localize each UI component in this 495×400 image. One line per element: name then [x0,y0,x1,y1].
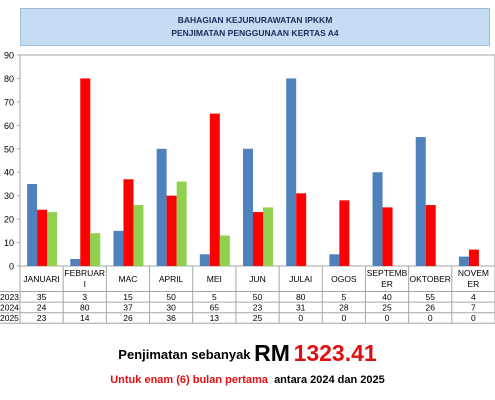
bar-2025-1 [90,233,101,266]
category-label-6-0: JULAI [289,274,312,284]
y-tick-label-60: 60 [4,121,14,131]
category-label-5-0: JUN [249,274,266,284]
data-label-2024-7: 28 [339,303,349,313]
bar-2024-0 [37,209,48,266]
data-label-2025-9: 0 [428,313,433,323]
bar-2023-8 [372,172,383,266]
bar-2024-7 [339,200,350,266]
data-label-2025-5: 25 [253,313,263,323]
category-label-3-0: APRIL [159,274,184,284]
bar-2024-3 [166,195,177,266]
data-label-2024-4: 65 [210,303,220,313]
y-tick-label-10: 10 [4,238,14,248]
category-label-8-0: SEPTEMB [367,268,408,278]
data-label-2024-2: 37 [123,303,133,313]
savings-note: Untuk enam (6) bulan pertama antara 2024… [0,374,495,386]
y-tick-label-70: 70 [4,97,14,107]
bar-2023-6 [286,78,297,266]
data-label-2023-1: 3 [82,292,87,302]
data-label-2025-10: 0 [471,313,476,323]
bar-2024-1 [80,78,91,266]
y-tick-label-40: 40 [4,168,14,178]
data-label-2023-9: 55 [425,292,435,302]
bar-2025-4 [219,235,230,266]
bar-2025-5 [263,207,273,266]
series-label-2025: 2025 [0,313,19,323]
bar-2025-2 [133,205,144,266]
data-label-2024-8: 25 [382,303,392,313]
bar-2023-2 [113,230,124,266]
y-tick-label-0: 0 [9,262,14,272]
data-label-2025-1: 14 [80,313,90,323]
category-label-10-1: ER [468,279,480,289]
bar-2023-1 [70,258,81,266]
data-label-2024-10: 7 [471,303,476,313]
category-label-7-0: OGOS [331,274,357,284]
savings-amount: 1323.41 [293,340,377,366]
savings-summary: Penjimatan sebanyak RM 1323.41 [0,340,495,367]
bar-2024-4 [209,113,220,266]
data-label-2025-4: 13 [210,313,220,323]
category-label-4-0: MEI [207,274,222,284]
data-label-2025-2: 26 [123,313,133,323]
chart-title-line-2: PENJIMATAN PENGGUNAAN KERTAS A4 [171,28,339,38]
data-label-2025-8: 0 [385,313,390,323]
bar-2024-2 [123,179,134,266]
data-label-2024-1: 80 [80,303,90,313]
series-label-2024: 2024 [0,303,19,313]
data-label-2024-3: 30 [166,303,176,313]
bar-2024-8 [382,207,393,266]
savings-prefix: Penjimatan sebanyak [118,347,251,362]
bar-2023-7 [329,254,340,266]
data-label-2023-8: 40 [382,292,392,302]
bar-2023-5 [243,148,253,266]
data-label-2023-6: 80 [296,292,306,302]
bar-2023-10 [458,256,469,266]
category-label-1-1: I [84,279,86,289]
data-label-2024-6: 31 [296,303,306,313]
data-label-2025-3: 36 [166,313,176,323]
bar-2024-10 [468,249,479,266]
bar-2024-9 [425,205,436,266]
y-tick-label-80: 80 [4,74,14,84]
savings-note-period: Untuk enam (6) bulan pertama [110,374,268,386]
data-label-2025-0: 23 [37,313,47,323]
y-tick-label-90: 90 [4,51,14,61]
bar-2023-9 [415,137,426,266]
bar-2023-3 [156,148,167,266]
bar-2025-0 [47,212,58,266]
category-label-8-1: ER [381,279,393,289]
savings-currency: RM [254,340,290,366]
data-label-2023-2: 15 [123,292,133,302]
series-label-2023: 2023 [0,292,19,302]
chart-title-line-1: BAHAGIAN KEJURURAWATAN IPKKM [177,15,333,25]
data-label-2025-6: 0 [298,313,303,323]
chart-title: BAHAGIAN KEJURURAWATAN IPKKM PENJIMATAN … [20,8,490,46]
data-label-2025-7: 0 [341,313,346,323]
data-label-2023-7: 5 [341,292,346,302]
data-label-2024-5: 23 [253,303,263,313]
bar-2024-6 [296,193,307,266]
savings-note-range: antara 2024 dan 2025 [274,374,385,386]
y-tick-label-50: 50 [4,144,14,154]
data-label-2023-10: 4 [471,292,476,302]
data-label-2024-9: 26 [425,303,435,313]
y-tick-label-20: 20 [4,215,14,225]
data-label-2023-0: 35 [37,292,47,302]
bar-2025-3 [176,181,187,266]
data-label-2023-3: 50 [166,292,176,302]
category-label-2-0: MAC [119,274,138,284]
category-label-10-0: NOVEM [458,268,489,278]
category-label-9-0: OKTOBER [410,274,451,284]
bar-2023-4 [199,254,210,266]
bar-2024-5 [253,212,263,266]
bar-2023-0 [27,183,38,266]
data-label-2024-0: 24 [37,303,47,313]
category-label-1-0: FEBRUAR [64,268,105,278]
data-label-2023-4: 5 [212,292,217,302]
category-label-0-0: JANUARI [23,274,59,284]
data-label-2023-5: 50 [253,292,263,302]
y-tick-label-30: 30 [4,191,14,201]
